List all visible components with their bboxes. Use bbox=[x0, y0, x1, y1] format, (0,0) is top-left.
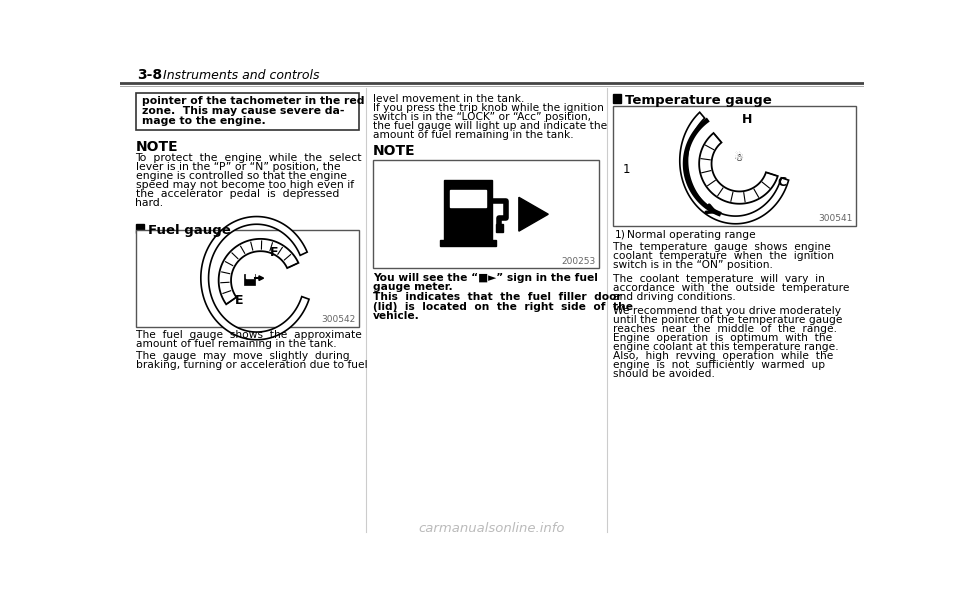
Bar bbox=[372, 160, 599, 268]
Text: engine  is  not  sufficiently  warmed  up: engine is not sufficiently warmed up bbox=[612, 360, 825, 370]
PathPatch shape bbox=[201, 216, 309, 340]
Text: This  indicates  that  the  fuel  filler  door: This indicates that the fuel filler door bbox=[372, 293, 621, 302]
Polygon shape bbox=[259, 276, 264, 280]
Text: (lid)  is  located  on  the  right  side  of  the: (lid) is located on the right side of th… bbox=[372, 302, 633, 312]
Text: We recommend that you drive moderately: We recommend that you drive moderately bbox=[612, 306, 841, 316]
Bar bbox=[444, 180, 492, 241]
Text: amount of fuel remaining in the tank.: amount of fuel remaining in the tank. bbox=[372, 131, 573, 141]
Text: reaches  near  the  middle  of  the  range.: reaches near the middle of the range. bbox=[612, 324, 837, 334]
PathPatch shape bbox=[699, 133, 778, 203]
Text: The  coolant  temperature  will  vary  in: The coolant temperature will vary in bbox=[612, 274, 825, 284]
Text: mage to the engine.: mage to the engine. bbox=[142, 115, 266, 126]
Text: 3-8: 3-8 bbox=[137, 68, 162, 82]
Bar bbox=[450, 189, 486, 207]
Text: C: C bbox=[778, 176, 786, 189]
Polygon shape bbox=[518, 197, 548, 231]
Text: engine is controlled so that the engine: engine is controlled so that the engine bbox=[135, 171, 347, 181]
Bar bbox=[135, 93, 359, 130]
Text: amount of fuel remaining in the tank.: amount of fuel remaining in the tank. bbox=[135, 339, 336, 349]
Text: and driving conditions.: and driving conditions. bbox=[612, 292, 735, 302]
Text: Instruments and controls: Instruments and controls bbox=[163, 69, 320, 82]
Text: the fuel gauge will light up and indicate the: the fuel gauge will light up and indicat… bbox=[372, 122, 607, 131]
Text: To  protect  the  engine  while  the  select: To protect the engine while the select bbox=[135, 153, 362, 163]
Text: carmanualsonline.info: carmanualsonline.info bbox=[419, 522, 565, 535]
Text: hard.: hard. bbox=[135, 198, 163, 208]
Text: Also,  high  revving  operation  while  the: Also, high revving operation while the bbox=[612, 351, 833, 361]
Bar bbox=[135, 224, 144, 233]
Text: Normal operating range: Normal operating range bbox=[627, 230, 756, 240]
Bar bbox=[135, 230, 359, 327]
Text: zone.  This may cause severe da-: zone. This may cause severe da- bbox=[142, 106, 345, 116]
Bar bbox=[612, 106, 856, 226]
Text: Engine  operation  is  optimum  with  the: Engine operation is optimum with the bbox=[612, 333, 832, 343]
PathPatch shape bbox=[680, 112, 788, 224]
Text: H: H bbox=[742, 112, 753, 125]
Text: pointer of the tachometer in the red: pointer of the tachometer in the red bbox=[142, 97, 365, 106]
Bar bbox=[612, 94, 621, 103]
Text: NOTE: NOTE bbox=[372, 144, 416, 158]
Bar bbox=[496, 224, 503, 232]
Text: The  fuel  gauge  shows  the  approximate: The fuel gauge shows the approximate bbox=[135, 330, 361, 340]
Text: braking, turning or acceleration due to fuel: braking, turning or acceleration due to … bbox=[135, 360, 367, 370]
Text: 1): 1) bbox=[614, 230, 625, 240]
Text: level movement in the tank.: level movement in the tank. bbox=[372, 94, 524, 104]
Text: gauge meter.: gauge meter. bbox=[372, 282, 452, 292]
Text: 300541: 300541 bbox=[819, 214, 853, 224]
Text: 200253: 200253 bbox=[562, 257, 596, 266]
Text: Fuel gauge: Fuel gauge bbox=[148, 224, 230, 237]
Text: speed may not become too high even if: speed may not become too high even if bbox=[135, 180, 353, 190]
Text: The  temperature  gauge  shows  engine: The temperature gauge shows engine bbox=[612, 242, 830, 252]
Text: Temperature gauge: Temperature gauge bbox=[625, 94, 772, 107]
Text: 1: 1 bbox=[623, 163, 631, 177]
Bar bbox=[246, 274, 253, 278]
Text: If you press the trip knob while the ignition: If you press the trip knob while the ign… bbox=[372, 103, 604, 113]
Text: 300542: 300542 bbox=[322, 315, 355, 324]
Text: coolant  temperature  when  the  ignition: coolant temperature when the ignition bbox=[612, 251, 834, 261]
PathPatch shape bbox=[219, 239, 299, 304]
Text: accordance  with  the  outside  temperature: accordance with the outside temperature bbox=[612, 283, 850, 293]
Text: NOTE: NOTE bbox=[135, 141, 179, 155]
Text: You will see the “■►” sign in the fuel: You will see the “■►” sign in the fuel bbox=[372, 273, 597, 283]
Text: until the pointer of the temperature gauge: until the pointer of the temperature gau… bbox=[612, 315, 843, 325]
Text: ☃: ☃ bbox=[732, 153, 743, 163]
Text: switch is in the “LOCK” or “Acc” position,: switch is in the “LOCK” or “Acc” positio… bbox=[372, 112, 590, 122]
Text: vehicle.: vehicle. bbox=[372, 310, 420, 321]
Text: should be avoided.: should be avoided. bbox=[612, 369, 715, 379]
Text: lever is in the “P” or “N” position, the: lever is in the “P” or “N” position, the bbox=[135, 162, 340, 172]
Text: the  accelerator  pedal  is  depressed: the accelerator pedal is depressed bbox=[135, 189, 339, 199]
Bar bbox=[244, 274, 255, 285]
Text: switch is in the “ON” position.: switch is in the “ON” position. bbox=[612, 260, 773, 270]
Text: E: E bbox=[234, 294, 243, 307]
Text: The  gauge  may  move  slightly  during: The gauge may move slightly during bbox=[135, 351, 349, 361]
Bar bbox=[440, 240, 495, 246]
Text: engine coolant at this temperature range.: engine coolant at this temperature range… bbox=[612, 342, 838, 352]
Text: F: F bbox=[270, 246, 278, 259]
